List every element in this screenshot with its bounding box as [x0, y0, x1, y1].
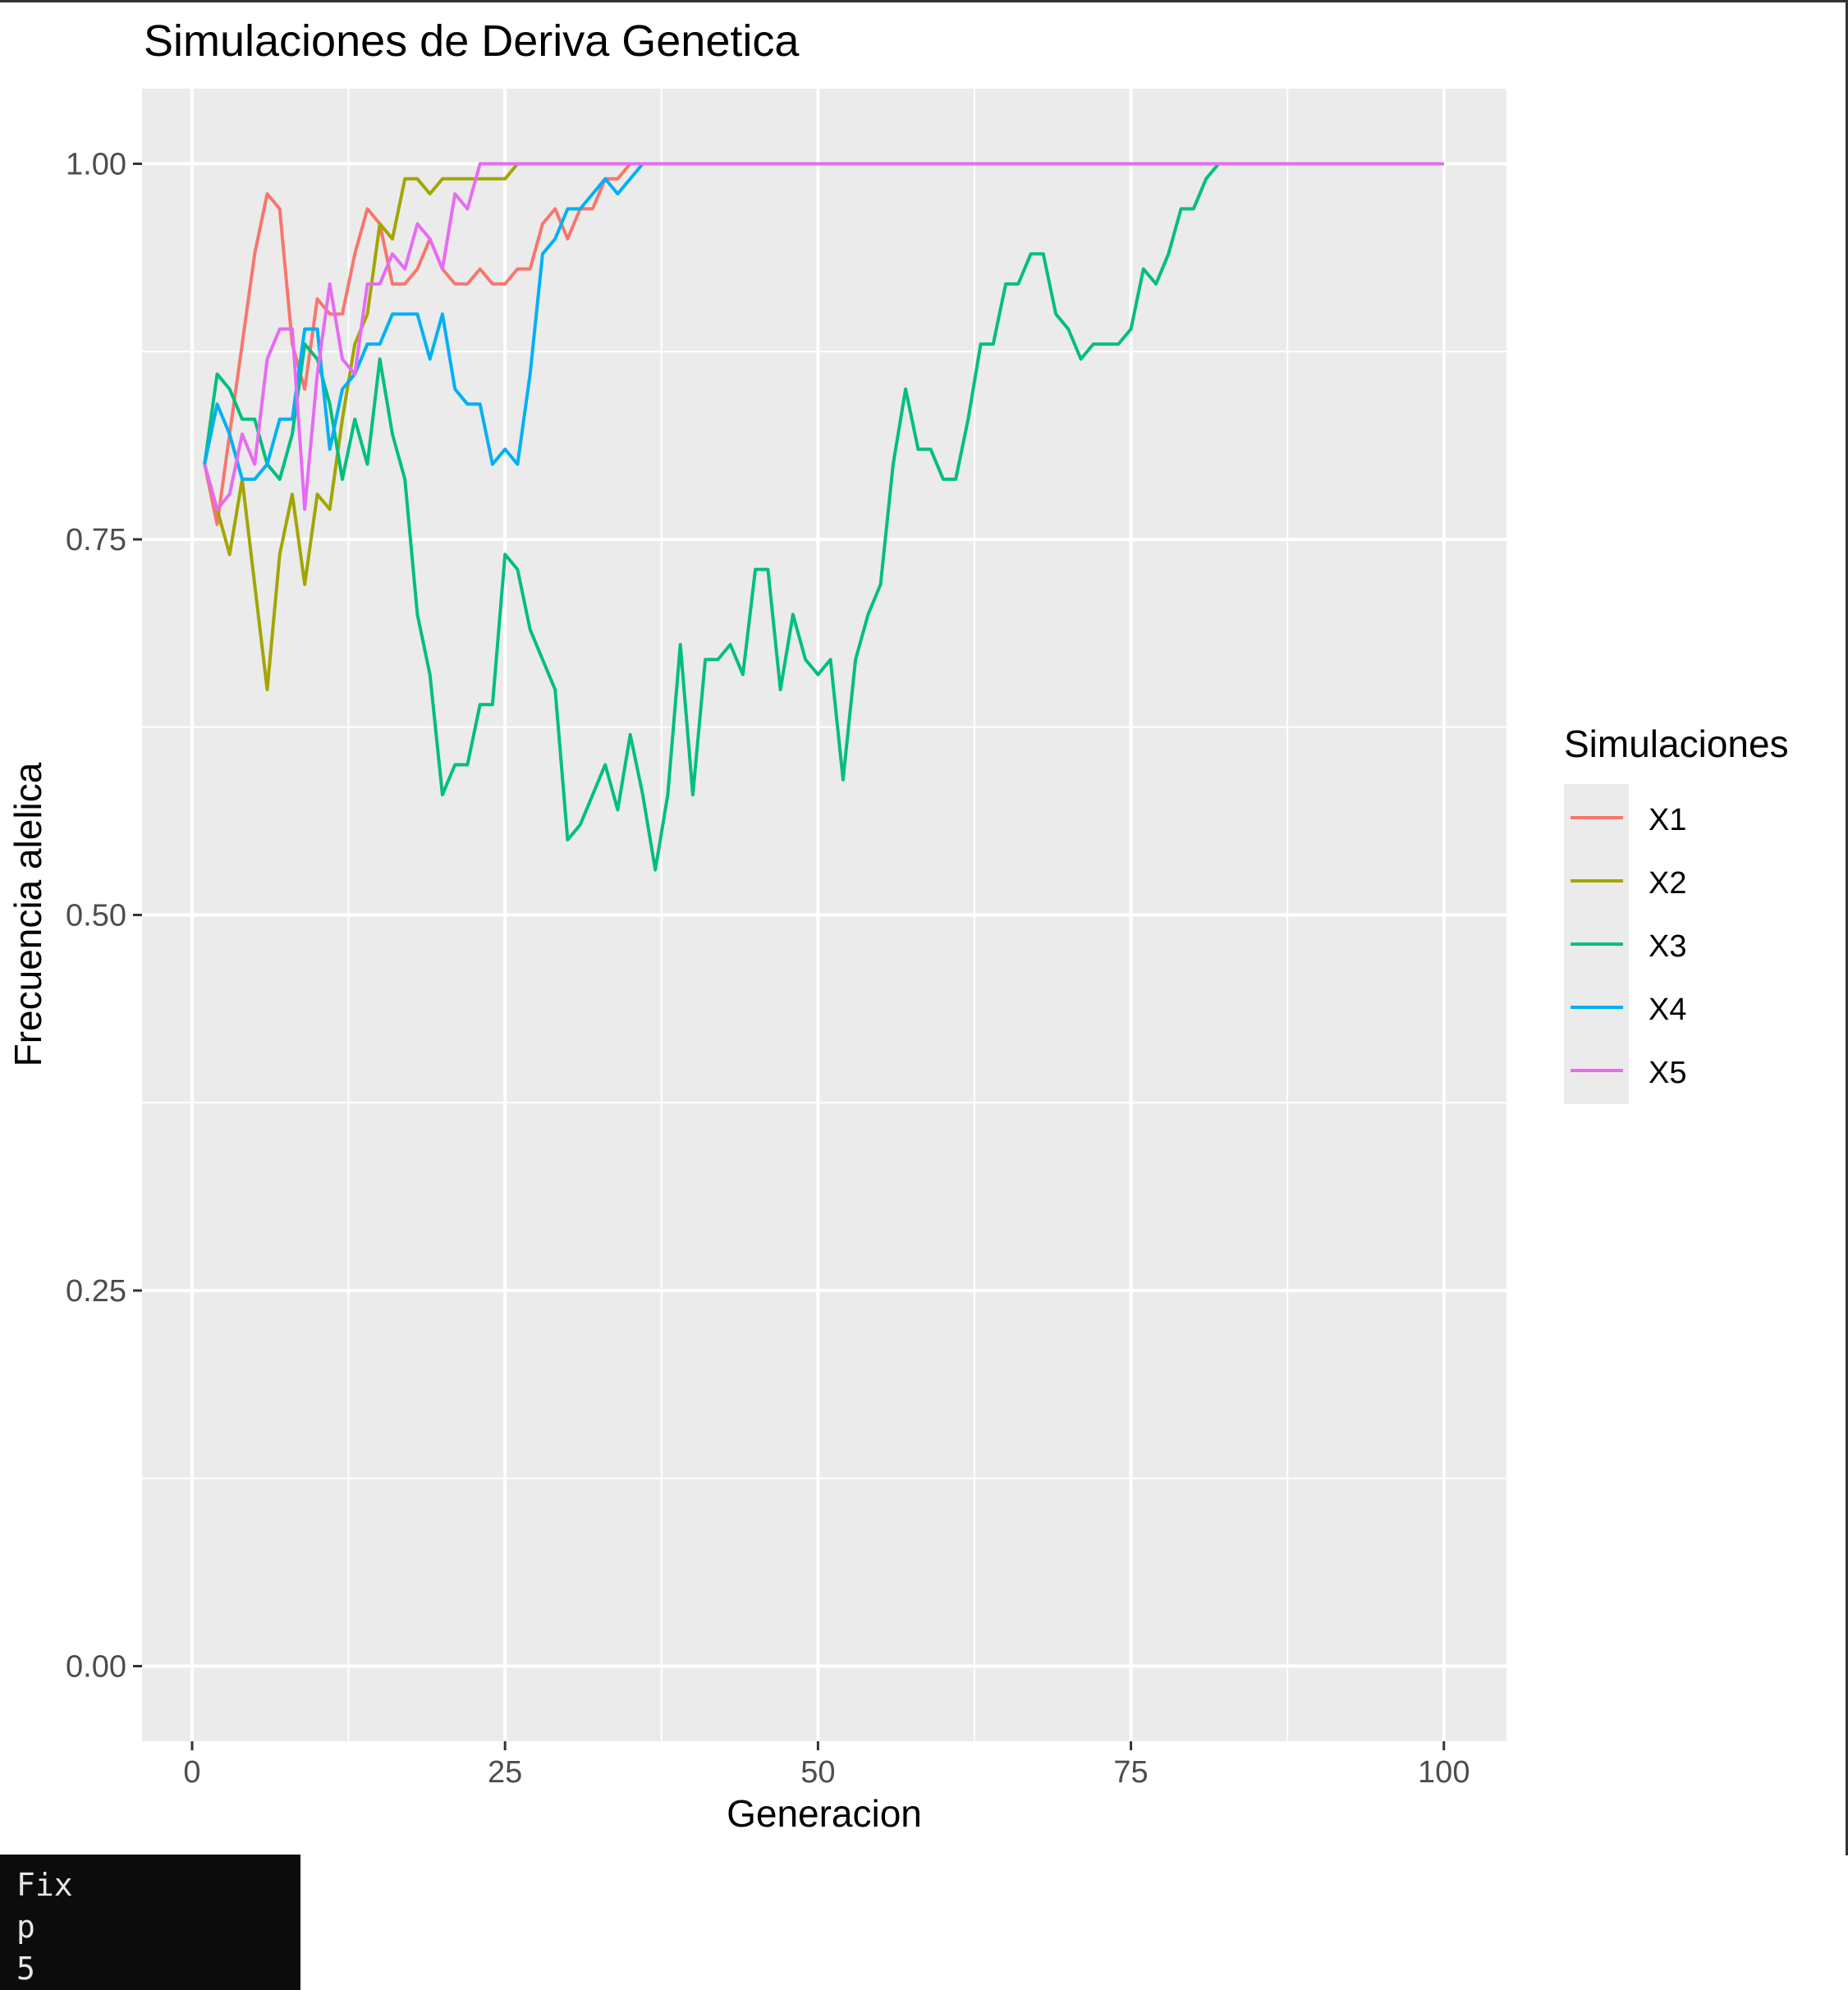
console-panel: Fix p 5	[0, 1855, 300, 1990]
series-line-x5	[203, 162, 1444, 511]
y-tick-label: 0.00	[66, 1650, 126, 1685]
legend-title: Simulaciones	[1564, 722, 1789, 765]
series-lines	[203, 162, 1444, 872]
legend-label: X2	[1649, 866, 1686, 901]
grid-lines	[142, 89, 1506, 1741]
legend-label: X3	[1649, 929, 1686, 964]
x-tick-label: 50	[800, 1755, 835, 1790]
x-tick-label: 100	[1418, 1755, 1470, 1790]
x-tick-label: 25	[488, 1755, 522, 1790]
y-axis-label: Frecuencia alelica	[7, 762, 49, 1066]
drift-line-chart: Simulaciones de Deriva Genetica 0 25 50 75 1…	[7, 16, 1789, 1835]
console-line: 5	[16, 1951, 35, 1987]
legend-label: X1	[1649, 803, 1686, 837]
window-right-border	[1846, 0, 1848, 1855]
y-tick-label: 0.50	[66, 899, 126, 933]
y-tick-label: 0.75	[66, 523, 126, 557]
legend-label: X4	[1649, 993, 1686, 1027]
chart-title: Simulaciones de Deriva Genetica	[144, 16, 800, 66]
axes: 0 25 50 75 100 0.00 0.25 0.50 0.75 1.00	[66, 148, 1470, 1791]
console-line: Fix	[16, 1867, 73, 1903]
legend-label: X5	[1649, 1056, 1686, 1090]
y-tick-label: 1.00	[66, 148, 126, 182]
x-tick-label: 75	[1113, 1755, 1148, 1790]
console-line: p	[16, 1909, 35, 1945]
x-axis-label: Generacion	[727, 1792, 922, 1835]
window-top-border	[0, 0, 1848, 2]
y-tick-label: 0.25	[66, 1274, 126, 1309]
legend: Simulaciones X1 X2 X3 X4 X5	[1564, 722, 1789, 1104]
x-tick-label: 0	[183, 1755, 200, 1790]
